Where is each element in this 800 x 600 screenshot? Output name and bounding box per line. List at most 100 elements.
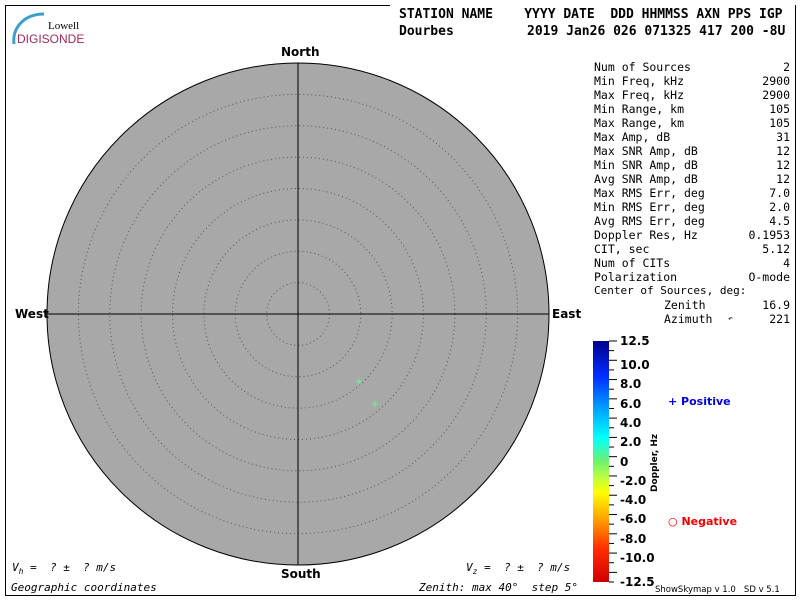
stat-value: 2 [783, 60, 790, 74]
stat-row: Num of Sources 2 [594, 60, 790, 74]
logo-text-bottom: DIGISONDE [17, 32, 85, 46]
colorbar [593, 341, 609, 582]
stat-value: 12 [776, 158, 790, 172]
stat-label: Min Freq, kHz [594, 74, 685, 88]
skymap-plot [46, 62, 550, 566]
stat-row: Avg SNR Amp, dB 12 [594, 172, 790, 186]
colorbar-tick-label: 0 [620, 454, 629, 469]
stat-label: Doppler Res, Hz [594, 228, 698, 242]
stat-label: Max Range, km [594, 116, 685, 130]
vz-value: = ? ± ? m/s [484, 561, 571, 574]
stat-row: Min Range, km 105 [594, 102, 790, 116]
colorbar-tick-label: -10.0 [620, 550, 655, 565]
stat-label: Azimuth [664, 312, 713, 326]
colorbar-ticks [609, 340, 617, 583]
label-east: East [552, 307, 582, 321]
stat-label: Max Amp, dB [594, 130, 671, 144]
stat-row: Max Freq, kHz 2900 [594, 88, 790, 102]
stat-label: Num of CITs [594, 256, 671, 270]
stat-label: Avg SNR Amp, dB [594, 172, 698, 186]
colorbar-title: Doppler, Hz [650, 433, 660, 492]
station-name: Dourbes [399, 24, 454, 39]
logo-arc-icon [12, 12, 45, 45]
stat-value: 2900 [762, 88, 790, 102]
source-marker [355, 378, 362, 385]
circle-icon: ○ [668, 515, 682, 528]
stat-value: 2.0 [769, 200, 790, 214]
stat-value: 4 [783, 256, 790, 270]
colorbar-tick-label: -6.0 [620, 512, 647, 527]
stat-value: 5.12 [762, 242, 790, 256]
legend-positive-label: Positive [681, 395, 731, 408]
stat-value: 2900 [762, 74, 790, 88]
stat-value: 31 [776, 130, 790, 144]
logo: Lowell DIGISONDE [10, 10, 85, 48]
stat-label: Max SNR Amp, dB [594, 144, 698, 158]
stat-value: 7.0 [769, 186, 790, 200]
label-north: North [281, 45, 320, 59]
legend-negative: ○ Negative [668, 515, 737, 528]
vh-readout: Vh = ? ± ? m/s [12, 561, 117, 577]
colorbar-tick-label: 8.0 [620, 377, 642, 392]
zenith-info: Zenith: max 40° step 5° [419, 581, 578, 594]
vh-value: = ? ± ? m/s [30, 561, 117, 574]
stat-value: 105 [769, 116, 790, 130]
stat-value: 12 [776, 144, 790, 158]
plus-icon: + [668, 395, 682, 408]
source-marker [372, 401, 379, 408]
stat-value: 4.5 [769, 214, 790, 228]
stat-row: Max RMS Err, deg 7.0 [594, 186, 790, 200]
coordinates-label: Geographic coordinates [11, 581, 157, 594]
logo-text-top: Lowell [48, 20, 80, 32]
stat-label: Max Freq, kHz [594, 88, 685, 102]
colorbar-tick-label: -2.0 [620, 473, 647, 488]
colorbar-tick-label: 12.5 [620, 334, 650, 348]
colorbar-tick-label: -12.5 [620, 575, 655, 589]
stat-label: Min RMS Err, deg [594, 200, 705, 214]
label-south: South [281, 567, 321, 581]
stat-value: 16.9 [762, 298, 790, 312]
colorbar-tick-label: 10.0 [620, 358, 650, 373]
stat-label: CIT, sec [594, 242, 650, 256]
colorbar-tick-label: 6.0 [620, 396, 642, 411]
label-west: West [15, 307, 49, 321]
stat-label: Min SNR Amp, dB [594, 158, 698, 172]
version-label: ShowSkymap v 1.0 SD v 5.1 [655, 585, 780, 595]
frame-top [5, 5, 390, 6]
center-azimuth: Azimuth ↶ 221 [594, 312, 790, 326]
center-zenith: Zenith 16.9 [594, 298, 790, 312]
stat-row: Max SNR Amp, dB 12 [594, 144, 790, 158]
colorbar-tick-label: -4.0 [620, 493, 647, 508]
center-title: Center of Sources, deg: [594, 284, 747, 297]
stat-row: Min RMS Err, deg 2.0 [594, 200, 790, 214]
frame [5, 5, 796, 596]
stat-value: O-mode [748, 270, 790, 284]
stat-value: 221 [769, 312, 790, 326]
stat-label: Max RMS Err, deg [594, 186, 705, 200]
stat-row: Polarization O-mode [594, 270, 790, 284]
stat-value: 105 [769, 102, 790, 116]
header-columns: STATION NAME YYYY DATE DDD HHMMSS AXN PP… [399, 7, 783, 22]
vz-readout: Vz = ? ± ? m/s [466, 561, 571, 577]
legend-positive: + Positive [668, 395, 731, 408]
stat-row: Max Amp, dB 31 [594, 130, 790, 144]
legend-negative-label: Negative [681, 515, 738, 528]
stat-label: Num of Sources [594, 60, 691, 74]
colorbar-tick-label: 2.0 [620, 435, 642, 450]
stat-row: Max Range, km 105 [594, 116, 790, 130]
arrow-icon: ↶ [728, 314, 733, 323]
stat-row: Min SNR Amp, dB 12 [594, 158, 790, 172]
stat-label: Zenith [664, 298, 706, 312]
header-values: 2019 Jan26 026 071325 417 200 -8U [527, 24, 786, 39]
stat-row: Num of CITs 4 [594, 256, 790, 270]
stat-value: 12 [776, 172, 790, 186]
stat-label: Polarization [594, 270, 678, 284]
stat-label: Min Range, km [594, 102, 685, 116]
stat-row: Avg RMS Err, deg 4.5 [594, 214, 790, 228]
stat-row: CIT, sec 5.12 [594, 242, 790, 256]
stat-row: Min Freq, kHz 2900 [594, 74, 790, 88]
colorbar-tick-label: -8.0 [620, 531, 647, 546]
colorbar-tick-label: 4.0 [620, 415, 642, 430]
stat-row: Doppler Res, Hz 0.1953 [594, 228, 790, 242]
